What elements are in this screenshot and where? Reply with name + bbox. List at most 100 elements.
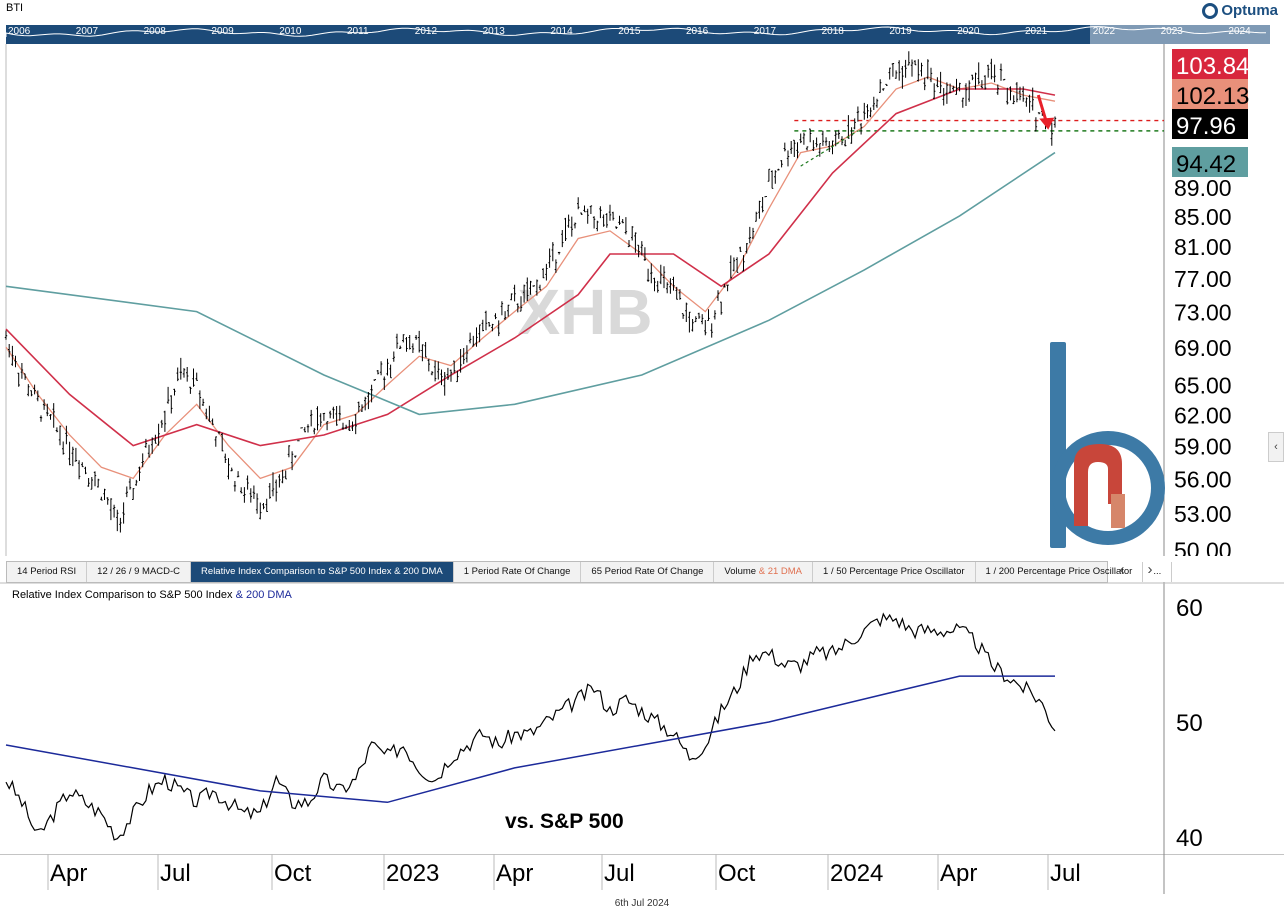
indicator-tabs: 14 Period RSI 12 / 26 / 9 MACD-C Relative … — [6, 561, 1173, 583]
lower-title-dma: & 200 DMA — [235, 589, 292, 601]
tab-indicator-8[interactable]: ... — [1143, 562, 1173, 582]
y-tick-label: 81.00 — [1174, 234, 1232, 260]
y-tick-label: 65.00 — [1174, 373, 1232, 399]
y-tick-label: 56.00 — [1174, 466, 1232, 492]
price-label-text: 103.84 — [1176, 53, 1249, 80]
tab-indicator-6[interactable]: 1 / 50 Percentage Price Oscillator — [813, 562, 976, 582]
support-trendline — [800, 130, 859, 167]
overview-year-label: 2007 — [75, 26, 99, 37]
optuma-logo-icon — [1202, 2, 1219, 19]
x-tick-label: Oct — [718, 860, 756, 887]
overview-year-label: 2008 — [143, 26, 166, 37]
ma-line-0 — [5, 76, 1056, 480]
overview-year-label: 2024 — [1228, 26, 1251, 37]
tab-indicator-4[interactable]: 65 Period Rate Of Change — [581, 562, 715, 582]
annotation-text: vs. S&P 500 — [505, 810, 624, 833]
brand-mark-accent — [1111, 494, 1125, 528]
brand-ring — [1051, 431, 1165, 545]
brand-mark-icon — [1074, 444, 1122, 526]
x-tick-label: Apr — [50, 860, 87, 887]
tab-label: 1 Period Rate Of Change — [463, 566, 571, 577]
overview-year-label: 2006 — [8, 26, 31, 37]
ma-line-2 — [5, 151, 1056, 416]
price-label-box — [1172, 79, 1248, 109]
footer-date: 6th Jul 2024 — [614, 898, 670, 909]
overview-year-label: 2020 — [957, 26, 980, 37]
x-tick-label: Jul — [604, 860, 635, 887]
down-arrow-icon — [1039, 117, 1055, 130]
overview-navigator[interactable]: 2006 2007 2008 2009 2010 2011 2012 2013 2014 2015… — [6, 25, 1270, 44]
overview-year-label: 2012 — [414, 26, 438, 37]
tab-indicator-7[interactable]: 1 / 200 Percentage Price Oscillator — [976, 562, 1144, 582]
ma-line-1 — [5, 88, 1056, 447]
lower-title-main: Relative Index Comparison to S&P 500 Ind… — [12, 589, 233, 601]
price-label-text: 102.13 — [1176, 83, 1249, 110]
y-tick-label: 59.00 — [1174, 434, 1232, 460]
tab-navigation: ‹ › — [1108, 561, 1164, 581]
overview-year-label: 2016 — [686, 26, 709, 37]
overview-year-label: 2009 — [211, 26, 234, 37]
price-label-text: 97.96 — [1176, 113, 1236, 140]
y-tick-label: 73.00 — [1174, 300, 1232, 326]
x-axis: Apr Jul Oct 2023 Apr Jul Oct 2024 Apr Jul — [0, 854, 1284, 894]
price-label-box — [1172, 147, 1248, 177]
tab-label: Relative Index Comparison to S&P 500 Ind… — [201, 566, 443, 577]
brand-name: Optuma — [1221, 2, 1278, 19]
overview-year-label: 2019 — [889, 26, 912, 37]
relative-line — [5, 612, 1056, 841]
tab-label: 14 Period RSI — [17, 566, 77, 577]
x-tick-label: 2023 — [386, 860, 439, 887]
price-chart[interactable]: XHB50.0053.0056.0059.0062.0065.0069.0073… — [0, 44, 1284, 556]
x-tick-label: Apr — [496, 860, 533, 887]
price-label-box — [1172, 49, 1248, 79]
lower-panel-title: Relative Index Comparison to S&P 500 Ind… — [12, 589, 292, 601]
tab-indicator-2[interactable]: Relative Index Comparison to S&P 500 Ind… — [191, 562, 454, 582]
tab-label: 12 / 26 / 9 MACD-C — [97, 566, 181, 577]
overview-year-label: 2023 — [1160, 26, 1183, 37]
tab-indicator-3[interactable]: 1 Period Rate Of Change — [454, 562, 582, 582]
tab-indicator-1[interactable]: 12 / 26 / 9 MACD-C — [87, 562, 192, 582]
overview-price-line — [6, 26, 1266, 37]
tab-indicator-5[interactable]: Volume & 21 DMA — [714, 562, 814, 582]
price-label-box — [1172, 109, 1248, 139]
tab-label: Volume — [724, 566, 757, 577]
y-tick-label: 50.00 — [1174, 538, 1232, 556]
x-tick-label: Jul — [1050, 860, 1081, 887]
x-tick-label: Jul — [160, 860, 191, 887]
x-tick-label: Apr — [940, 860, 977, 887]
tab-label: ... — [1153, 566, 1162, 577]
overview-year-label: 2014 — [550, 26, 573, 37]
tab-indicator-0[interactable]: 14 Period RSI — [7, 562, 88, 582]
tab-next-button[interactable]: › — [1147, 561, 1153, 578]
down-arrow-shaft — [1036, 94, 1048, 123]
overview-year-label: 2018 — [821, 26, 844, 37]
relative-chart[interactable]: 40 50 60 vs. S&P 500 — [0, 582, 1284, 854]
y-tick-label: 89.00 — [1174, 175, 1232, 201]
overview-year-label: 2017 — [753, 26, 777, 37]
tab-label: 65 Period Rate Of Change — [591, 566, 704, 577]
tab-label-accent: & 21 DMA — [756, 566, 803, 577]
y-tick-label: 60 — [1176, 595, 1203, 622]
x-tick-label: Oct — [274, 860, 312, 887]
x-tick-label: 2024 — [830, 860, 883, 887]
price-label-text: 94.42 — [1176, 151, 1236, 178]
overview-line — [6, 26, 1266, 37]
y-tick-label: 50 — [1176, 710, 1203, 737]
y-tick-label: 85.00 — [1174, 204, 1232, 230]
collapse-panel-icon[interactable]: ‹ — [1268, 432, 1284, 462]
y-tick-label: 69.00 — [1174, 335, 1232, 361]
symbol-label: BTI — [6, 2, 24, 14]
y-tick-label: 62.00 — [1174, 402, 1232, 428]
tab-label: 1 / 200 Percentage Price Oscillator — [985, 566, 1133, 577]
overview-year-label: 2010 — [279, 26, 302, 37]
y-tick-label: 53.00 — [1174, 501, 1232, 527]
relative-200dma-line — [5, 675, 1055, 804]
overview-year-label: 2013 — [482, 26, 505, 37]
optuma-logo: Optuma — [1202, 2, 1278, 19]
tab-prev-button[interactable]: ‹ — [1119, 561, 1125, 578]
overview-year-label: 2015 — [618, 26, 641, 37]
y-tick-label: 40 — [1176, 825, 1203, 852]
overview-year-label: 2021 — [1025, 26, 1048, 37]
y-tick-label: 77.00 — [1174, 266, 1232, 292]
overview-year-label: 2011 — [347, 26, 369, 37]
